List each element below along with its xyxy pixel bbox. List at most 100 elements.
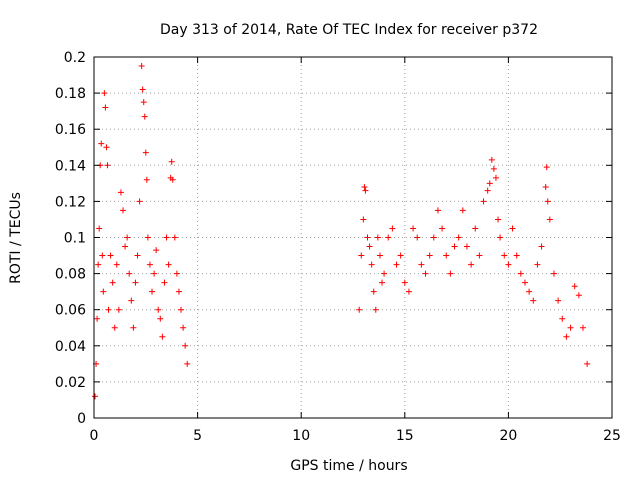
data-point [364,234,371,241]
data-point [463,243,470,250]
data-point [362,187,369,194]
x-tick-label: 25 [603,428,621,444]
data-point [171,234,178,241]
data-point [109,279,116,286]
data-point [509,225,516,232]
data-point [124,234,131,241]
data-point [126,270,133,277]
y-tick-label: 0.16 [55,122,86,138]
data-point [476,252,483,259]
data-point [579,324,586,331]
data-point [157,315,164,322]
data-point [376,252,383,259]
x-tick-label: 5 [193,428,202,444]
data-point [393,261,400,268]
data-point [567,324,574,331]
data-point [543,164,550,171]
data-point [439,225,446,232]
data-point [443,252,450,259]
data-point [414,234,421,241]
data-point [368,261,375,268]
data-point [92,393,99,400]
data-point [180,324,187,331]
data-point [102,104,109,111]
data-point [140,99,147,106]
data-point [144,234,151,241]
data-point [178,306,185,313]
x-tick-label: 10 [292,428,310,444]
data-point [182,342,189,349]
data-point [94,315,101,322]
data-point [143,176,150,183]
data-point [130,324,137,331]
y-tick-label: 0.08 [55,267,86,283]
data-point [105,306,112,313]
data-point [526,288,533,295]
data-point [459,207,466,214]
y-tick-label: 0.04 [55,339,86,355]
data-point [517,270,524,277]
data-point [104,162,111,169]
y-tick-label: 0.12 [55,194,86,210]
data-point [146,261,153,268]
data-point [184,360,191,367]
data-point [505,261,512,268]
data-point [530,297,537,304]
data-point [115,306,122,313]
data-point [153,247,160,254]
data-point [168,158,175,165]
data-point [546,216,553,223]
data-point [484,187,491,194]
data-point [95,261,102,268]
data-point [163,234,170,241]
data-point [358,252,365,259]
data-point [96,225,103,232]
data-point [101,90,108,97]
data-point [141,113,148,120]
data-point [550,270,557,277]
data-point [389,225,396,232]
data-point [169,176,176,183]
data-point [430,234,437,241]
data-point [385,234,392,241]
data-point [122,243,129,250]
data-point [366,243,373,250]
data-point [113,261,120,268]
data-point [434,207,441,214]
data-point [563,333,570,340]
data-point [139,86,146,93]
data-point [410,225,417,232]
data-point [492,174,499,181]
data-point [128,297,135,304]
y-axis-label: ROTI / TECUs [8,192,24,284]
data-point [584,360,591,367]
data-point [136,198,143,205]
data-point [98,140,105,147]
data-point [422,270,429,277]
axis-ticks: 0 0.02 0.04 0.06 0.08 0.1 0.12 0.14 0.16 0.18 0.2 0… [55,50,621,444]
data-point [486,180,493,187]
y-tick-label: 0.06 [55,303,86,319]
data-point [356,306,363,313]
data-point [480,198,487,205]
data-point [159,333,166,340]
data-point [117,189,124,196]
data-point [401,279,408,286]
y-tick-label: 0 [77,411,86,427]
data-point [370,288,377,295]
y-tick-label: 0.14 [55,158,86,174]
data-point [132,279,139,286]
chart-title: Day 313 of 2014, Rate Of TEC Index for r… [160,22,538,38]
data-point [447,270,454,277]
data-point [542,183,549,190]
data-point [534,261,541,268]
data-point [372,306,379,313]
data-point [100,288,107,295]
data-point [544,198,551,205]
data-point [103,144,110,151]
data-point [501,252,508,259]
data-point [165,261,172,268]
data-point [379,279,386,286]
data-point [488,156,495,163]
data-points [92,63,591,400]
